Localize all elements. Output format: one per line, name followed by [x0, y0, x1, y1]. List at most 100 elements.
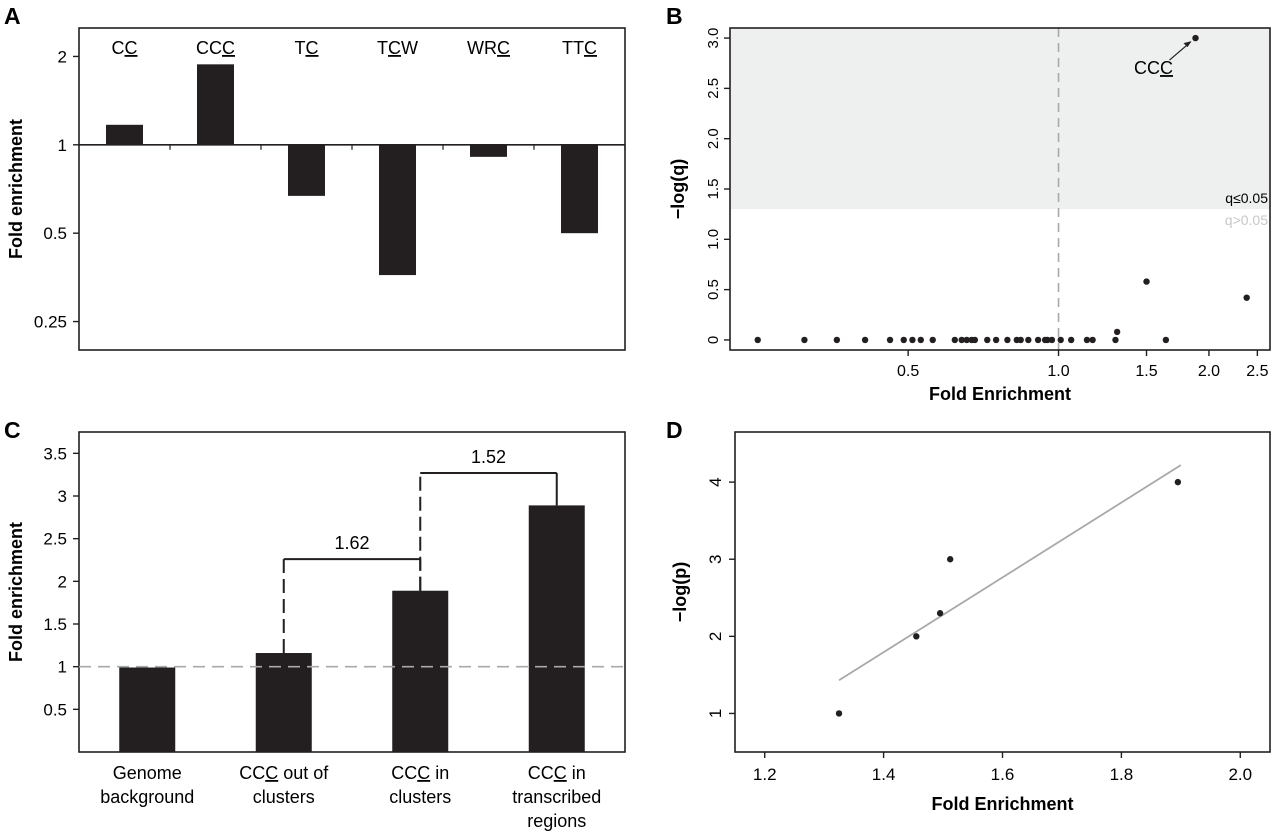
panel-c-y-tick-label: 3	[58, 487, 67, 506]
panel-a-y-tick-label: 1	[58, 136, 67, 155]
panel-b-point	[929, 336, 936, 344]
panel-b-annotation-arrowhead	[1183, 41, 1192, 48]
panel-d-y-tick-label: 3	[706, 554, 725, 563]
panel-d-point	[936, 610, 944, 617]
panel-b-point	[861, 336, 869, 344]
panel-b-point	[1067, 336, 1075, 344]
panel-c-category-label: transcribed	[512, 787, 601, 807]
panel-b-point	[1017, 336, 1024, 344]
panel-c-comparison-label: 1.52	[471, 447, 506, 467]
panel-c-category-label: CCC out of	[239, 763, 329, 783]
panel-b-point	[1083, 336, 1091, 344]
panel-d-x-tick-label: 1.2	[753, 765, 777, 784]
panel-b-point	[1044, 336, 1051, 344]
panel-b-point	[1162, 336, 1170, 344]
panel-b-chart: B q≤0.05 q>0.05 0 0.5 1.0 1.5 2.0 2.5 3.0 0.5 1.0 1…	[666, 3, 1271, 404]
panel-b-point	[1048, 336, 1056, 344]
panel-d-point	[946, 556, 954, 563]
panel-a-bar	[470, 144, 507, 157]
panel-d-point	[835, 710, 843, 717]
panel-b-point	[1025, 336, 1032, 344]
panel-b-y-tick-label: 1.0	[705, 229, 722, 250]
panel-b-point	[963, 336, 970, 344]
panel-c-category-label: Genome	[113, 763, 182, 783]
panel-a-bar	[379, 144, 416, 276]
panel-b-y-tick-label: 1.5	[705, 179, 722, 200]
panel-b-point	[754, 336, 761, 344]
panel-c-y-tick-label: 1.5	[43, 615, 67, 634]
panel-b-y-tick-label: 3.0	[705, 28, 722, 49]
panel-d-y-tick-label: 2	[706, 632, 725, 641]
panel-c-bar	[255, 653, 312, 752]
panel-d-x-tick-label: 1.4	[872, 765, 896, 784]
panel-d-frame	[734, 431, 1271, 753]
panel-b-point	[917, 336, 924, 344]
panel-b-y-axis-label: −log(q)	[668, 159, 688, 220]
panel-d-x-tick-label: 2.0	[1228, 765, 1252, 784]
panel-a-category-label: CC	[112, 38, 138, 58]
panel-b-y-tick-label: 2.5	[705, 78, 722, 99]
panel-b-significance-region	[730, 28, 1270, 210]
panel-d-point	[913, 633, 920, 640]
panel-b-x-tick-label: 0.5	[897, 363, 919, 380]
panel-a-letter: A	[4, 3, 21, 29]
panel-c-y-tick-label: 2.5	[43, 530, 67, 549]
panel-b-point	[1113, 328, 1121, 336]
panel-d-point	[1174, 478, 1182, 486]
panel-b-point	[1034, 336, 1042, 344]
panel-a-category-label: TCW	[377, 38, 418, 58]
panel-c-comparison-label: 1.62	[334, 533, 369, 553]
panel-c-bar	[528, 505, 585, 752]
panel-b-x-tick-label: 2.0	[1198, 363, 1220, 380]
panel-c-y-tick-label: 3.5	[43, 444, 67, 463]
panel-b-point	[971, 336, 979, 344]
panel-d-letter: D	[666, 417, 683, 443]
panel-b-threshold-label-below: q>0.05	[1225, 212, 1268, 228]
panel-a-bar	[561, 144, 598, 234]
panel-b-annotation-label: CCC	[1134, 58, 1173, 78]
panel-d-y-tick-label: 1	[706, 709, 725, 718]
panel-b-x-tick-label: 1.0	[1047, 363, 1069, 380]
panel-b-x-axis-label: Fold Enrichment	[929, 384, 1071, 404]
panel-b-point	[1004, 336, 1011, 344]
panel-a-category-label: TTC	[562, 38, 597, 58]
panel-b-point	[951, 336, 959, 344]
panel-c-y-tick-label: 0.5	[43, 700, 67, 719]
panel-b-point	[1143, 278, 1150, 285]
panel-b-point	[833, 336, 841, 344]
panel-b-point	[1089, 336, 1096, 344]
panel-b-point	[900, 336, 907, 344]
panel-c-category-label: background	[100, 787, 194, 807]
panel-a-category-label: TC	[295, 38, 319, 58]
panel-b-y-tick-label: 2.0	[705, 128, 722, 149]
panel-b-point	[1192, 34, 1199, 42]
panel-c-y-tick-label: 1	[58, 658, 67, 677]
panel-a-category-label: CCC	[196, 38, 235, 58]
panel-c-bar	[119, 667, 176, 752]
panel-b-y-tick-label: 0	[705, 336, 722, 344]
panel-c-bar	[392, 590, 449, 752]
panel-b-x-tick-label: 1.5	[1135, 363, 1157, 380]
panel-c-category-label: CCC in	[391, 763, 449, 783]
panel-b-point	[801, 336, 808, 344]
panel-c-y-axis-label: Fold enrichment	[6, 522, 26, 662]
panel-b-y-tick-label: 0.5	[705, 279, 722, 300]
panel-a-y-tick-label: 0.5	[43, 224, 67, 243]
panel-d-chart: D 1 2 3 4 1.2 1.4 1.6 1.8 2.0 Fold Enrichment −log…	[666, 417, 1271, 814]
panel-a-frame	[78, 27, 626, 351]
panel-a-category-label: WRC	[467, 38, 510, 58]
panel-d-x-tick-label: 1.6	[991, 765, 1015, 784]
panel-c-category-label: regions	[527, 811, 586, 831]
panel-b-point	[1112, 336, 1119, 344]
panel-b-threshold-label-above: q≤0.05	[1225, 190, 1268, 206]
panel-c-frame	[78, 431, 626, 753]
panel-b-point	[1243, 294, 1250, 301]
panel-a-y-axis-label: Fold enrichment	[6, 119, 26, 259]
panel-a-y-tick-label: 2	[58, 47, 67, 66]
panel-b-point	[992, 336, 1000, 344]
panel-d-y-tick-label: 4	[706, 477, 725, 486]
panel-a-bar	[106, 124, 143, 145]
panel-a-bar	[288, 144, 325, 196]
